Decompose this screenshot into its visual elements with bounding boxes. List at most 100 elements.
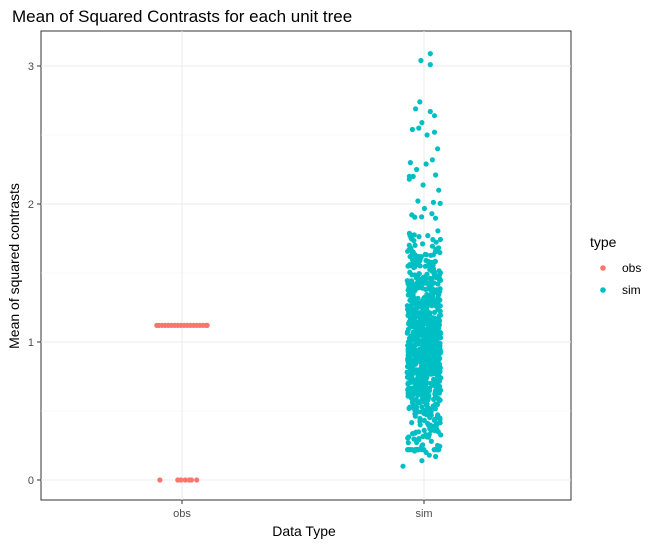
data-point-sim: [405, 440, 411, 446]
data-point-sim: [427, 108, 433, 115]
data-point-sim: [432, 340, 438, 346]
data-point-sim: [427, 298, 433, 304]
data-point-sim: [432, 331, 438, 337]
data-point-sim: [437, 236, 443, 243]
data-point-sim: [429, 157, 435, 163]
data-point-sim: [419, 396, 425, 403]
data-point-sim: [431, 129, 438, 135]
data-point-sim: [424, 271, 430, 277]
data-point-sim: [432, 364, 438, 370]
data-point-sim: [414, 311, 420, 317]
data-point-sim: [422, 386, 428, 392]
data-point-sim: [431, 309, 438, 315]
chart-title: Mean of Squared Contrasts for each unit …: [12, 7, 352, 26]
data-point-sim: [421, 417, 427, 423]
data-point-sim: [420, 442, 426, 448]
legend-items: obs sim: [600, 261, 641, 297]
data-point-obs: [178, 477, 184, 483]
data-point-sim: [416, 271, 422, 277]
data-point-sim: [411, 380, 417, 386]
data-point-sim: [419, 458, 425, 464]
data-point-sim: [405, 281, 411, 287]
data-points: [154, 51, 444, 483]
data-point-sim: [405, 352, 411, 358]
data-point-sim: [412, 413, 418, 419]
data-point-obs: [194, 477, 200, 483]
data-point-sim: [433, 172, 439, 178]
data-point-sim: [421, 335, 427, 341]
y-axis: 0 1 2 3: [28, 61, 41, 487]
legend: type obs sim: [590, 234, 641, 297]
data-point-sim: [412, 242, 418, 248]
data-point-sim: [437, 249, 443, 256]
data-point-sim: [405, 447, 411, 453]
data-point-sim: [425, 286, 431, 292]
data-point-sim: [422, 251, 428, 257]
data-point-sim: [438, 335, 444, 341]
data-point-sim: [413, 298, 419, 304]
data-point-sim: [434, 287, 440, 293]
data-point-sim: [427, 62, 433, 68]
data-point-sim: [417, 422, 423, 428]
data-point-obs: [182, 477, 188, 483]
data-point-sim: [419, 304, 425, 310]
data-point-sim: [423, 310, 429, 316]
data-point-sim: [428, 252, 434, 258]
data-point-sim: [404, 330, 410, 336]
data-point-sim: [406, 176, 412, 182]
data-point-sim: [432, 447, 438, 453]
data-point-sim: [417, 366, 423, 372]
y-tick-label: 0: [28, 475, 34, 487]
data-point-sim: [417, 99, 423, 105]
data-point-sim: [413, 284, 419, 290]
data-point-sim: [408, 235, 414, 241]
data-point-sim: [405, 326, 412, 332]
data-point-sim: [409, 212, 415, 218]
data-point-sim: [437, 330, 444, 336]
data-point-sim: [424, 434, 430, 440]
y-axis-title: Mean of squared contrasts: [6, 183, 22, 349]
data-point-sim: [437, 397, 443, 403]
data-point-sim: [416, 234, 422, 240]
data-point-sim: [437, 417, 443, 423]
data-point-sim: [432, 249, 438, 255]
data-point-sim: [426, 346, 432, 353]
data-point-sim: [435, 274, 441, 280]
data-point-sim: [417, 263, 423, 269]
data-point-sim: [417, 255, 423, 262]
x-axis-title: Data Type: [272, 523, 336, 539]
data-point-sim: [432, 388, 438, 394]
data-point-sim: [414, 166, 420, 173]
y-tick-label: 3: [28, 61, 34, 73]
data-point-sim: [408, 288, 415, 294]
data-point-sim: [406, 230, 412, 236]
data-point-sim: [423, 161, 429, 167]
data-point-sim: [406, 309, 412, 315]
data-point-sim: [431, 346, 437, 352]
data-point-sim: [415, 329, 421, 335]
data-point-sim: [424, 401, 430, 407]
data-point-sim: [405, 339, 412, 345]
data-point-sim: [427, 267, 433, 273]
data-point-sim: [417, 348, 423, 355]
data-point-sim: [426, 394, 432, 401]
data-point-sim: [427, 335, 433, 342]
data-point-sim: [407, 373, 413, 379]
data-point-sim: [432, 258, 438, 264]
data-point-sim: [429, 262, 435, 268]
data-point-sim: [435, 299, 441, 305]
x-axis: obs sim: [173, 500, 433, 520]
data-point-sim: [431, 381, 437, 387]
data-point-sim: [431, 323, 437, 329]
data-point-sim: [416, 436, 422, 442]
data-point-sim: [436, 370, 442, 376]
plot-panel-border: [40, 30, 572, 501]
data-point-sim: [420, 280, 426, 286]
data-point-sim: [415, 275, 421, 281]
data-point-sim: [429, 211, 435, 217]
data-point-sim: [409, 126, 415, 133]
data-point-sim: [407, 368, 413, 374]
data-point-sim: [419, 214, 425, 220]
data-point-sim: [426, 405, 432, 411]
